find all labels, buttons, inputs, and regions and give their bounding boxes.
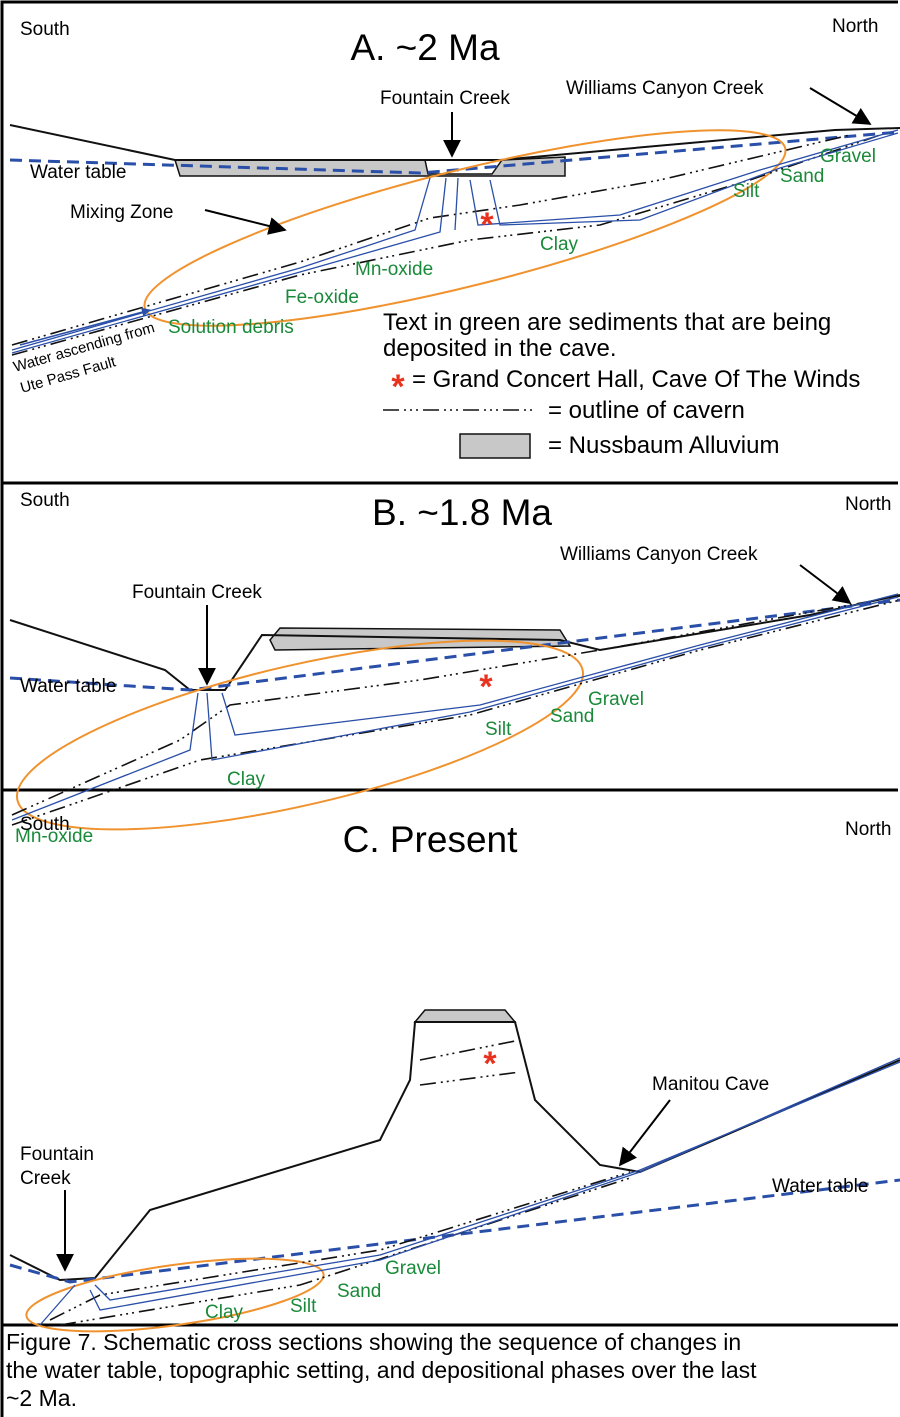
sediment: Gravel [588, 689, 644, 710]
label: Fountain Creek [380, 88, 510, 109]
label: Water table [772, 1176, 868, 1197]
caption-line: the water table, topographic setting, an… [6, 1357, 757, 1383]
sediment: Mn-oxide [355, 259, 433, 280]
sediment: Silt [485, 719, 512, 740]
sediment: Silt [733, 181, 760, 202]
sediment: Gravel [820, 146, 876, 167]
legend-item: = Nussbaum Alluvium [548, 432, 779, 459]
figure: * * * South North A. ~2 Ma Fountain Cree… [0, 0, 900, 1417]
sediment: Solution debris [168, 317, 294, 338]
label: Williams Canyon Creek [560, 544, 758, 565]
label: Williams Canyon Creek [566, 78, 764, 99]
legend-note: Text in green are sediments that are bei… [383, 309, 831, 336]
svg-text:*: * [480, 206, 494, 244]
sediment: Clay [205, 1302, 244, 1323]
direction-label: South [20, 814, 70, 835]
legend-item: = outline of cavern [548, 397, 745, 424]
sediment: Silt [290, 1296, 317, 1317]
sediment: Sand [337, 1281, 381, 1302]
panel-title: A. ~2 Ma [350, 27, 500, 68]
svg-text:*: * [483, 1045, 497, 1083]
panel-title: B. ~1.8 Ma [372, 492, 552, 533]
sediment: Gravel [385, 1258, 441, 1279]
sediment: Clay [227, 769, 266, 790]
caption-line: Figure 7. Schematic cross sections showi… [6, 1329, 741, 1355]
panel-c-drawing: * [10, 1010, 900, 1346]
panel-title: C. Present [343, 819, 519, 860]
legend-note: deposited in the cave. [383, 335, 617, 362]
direction-label: North [845, 494, 891, 515]
label: Water table [30, 162, 126, 183]
sediment: Fe-oxide [285, 287, 359, 308]
label: Creek [20, 1168, 71, 1189]
caption-line: ~2 Ma. [6, 1385, 77, 1411]
label: Manitou Cave [652, 1074, 769, 1095]
svg-text:*: * [479, 668, 493, 706]
direction-label: South [20, 490, 70, 511]
direction-label: South [20, 19, 70, 40]
label: Mixing Zone [70, 202, 174, 223]
direction-label: North [845, 819, 891, 840]
label: Water table [20, 676, 116, 697]
sediment: Sand [780, 166, 824, 187]
sediment: Sand [550, 706, 594, 727]
label: Fountain Creek [132, 582, 262, 603]
label: Fountain [20, 1144, 94, 1165]
legend-item: = Grand Concert Hall, Cave Of The Winds [412, 366, 860, 393]
direction-label: North [832, 16, 878, 37]
svg-text:*: * [391, 368, 405, 406]
sediment: Clay [540, 234, 579, 255]
